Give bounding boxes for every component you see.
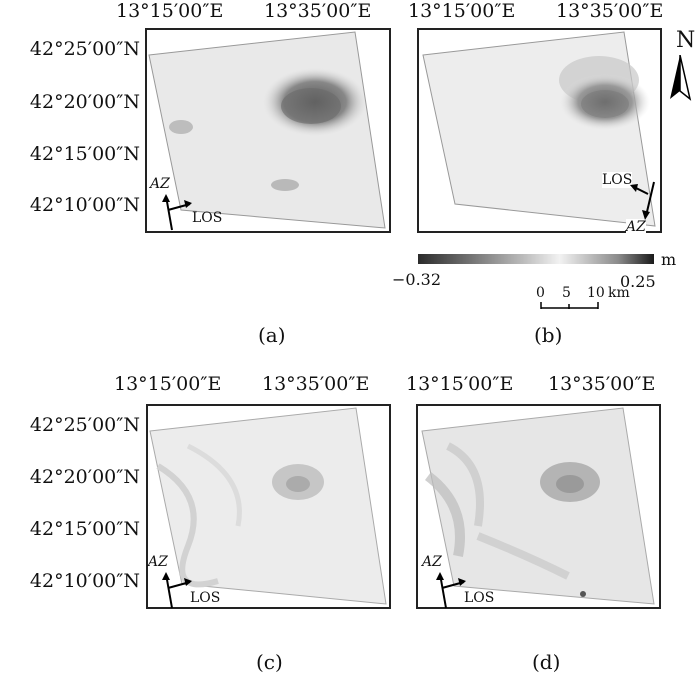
lat-label-top-1: 42°25′00″N bbox=[29, 38, 140, 60]
lat-label-top-2: 42°20′00″N bbox=[29, 91, 140, 113]
north-label: N bbox=[676, 28, 696, 53]
lon-label-c-2: 13°35′00″E bbox=[262, 373, 370, 395]
lat-label-bottom-3: 42°15′00″N bbox=[29, 518, 140, 540]
north-arrow-icon bbox=[670, 55, 692, 101]
los-label-b: LOS bbox=[602, 172, 633, 188]
scalebar-tick-5: 5 bbox=[562, 285, 571, 301]
az-label-a: AZ bbox=[150, 176, 170, 192]
los-label-a: LOS bbox=[192, 210, 223, 226]
colorbar-min: −0.32 bbox=[392, 270, 442, 289]
map-panel-c bbox=[146, 404, 391, 609]
az-los-arrow-icon-a bbox=[162, 194, 192, 231]
deformation-map-c bbox=[149, 407, 387, 605]
az-los-arrow-icon-d bbox=[436, 572, 466, 609]
lat-label-top-4: 42°10′00″N bbox=[29, 194, 140, 216]
lon-label-d-1: 13°15′00″E bbox=[406, 373, 514, 395]
lon-label-d-2: 13°35′00″E bbox=[548, 373, 656, 395]
lat-label-bottom-1: 42°25′00″N bbox=[29, 414, 140, 436]
caption-c: (c) bbox=[256, 650, 283, 674]
lon-label-b-2: 13°35′00″E bbox=[556, 0, 664, 22]
az-los-arrow-icon-c bbox=[162, 572, 192, 609]
lat-label-bottom-2: 42°20′00″N bbox=[29, 466, 140, 488]
colorbar-unit: m bbox=[661, 250, 677, 269]
map-panel-b bbox=[417, 28, 662, 233]
az-los-arrow-icon-b bbox=[630, 181, 655, 220]
colorbar bbox=[418, 254, 654, 264]
deformation-map-b bbox=[422, 31, 656, 227]
caption-d: (d) bbox=[532, 650, 561, 674]
lon-label-c-1: 13°15′00″E bbox=[114, 373, 222, 395]
los-label-d: LOS bbox=[464, 590, 495, 606]
az-label-d: AZ bbox=[422, 554, 442, 570]
scalebar-unit: km bbox=[608, 285, 630, 301]
lat-label-top-3: 42°15′00″N bbox=[29, 143, 140, 165]
lon-label-a-1: 13°15′00″E bbox=[116, 0, 224, 22]
scalebar-tick-10: 10 bbox=[587, 285, 605, 301]
map-panel-d bbox=[416, 404, 661, 609]
lon-label-b-1: 13°15′00″E bbox=[408, 0, 516, 22]
caption-b: (b) bbox=[534, 323, 563, 347]
map-panel-a bbox=[145, 28, 391, 233]
az-label-c: AZ bbox=[148, 554, 168, 570]
colorbar-max: 0.25 bbox=[620, 272, 656, 291]
lat-label-bottom-4: 42°10′00″N bbox=[29, 570, 140, 592]
deformation-map-d bbox=[421, 407, 655, 605]
az-label-b: AZ bbox=[626, 219, 646, 235]
deformation-map-a bbox=[148, 31, 386, 229]
scalebar-tick-0: 0 bbox=[536, 285, 545, 301]
los-label-c: LOS bbox=[190, 590, 221, 606]
scalebar bbox=[540, 302, 599, 309]
caption-a: (a) bbox=[258, 323, 286, 347]
lon-label-a-2: 13°35′00″E bbox=[264, 0, 372, 22]
